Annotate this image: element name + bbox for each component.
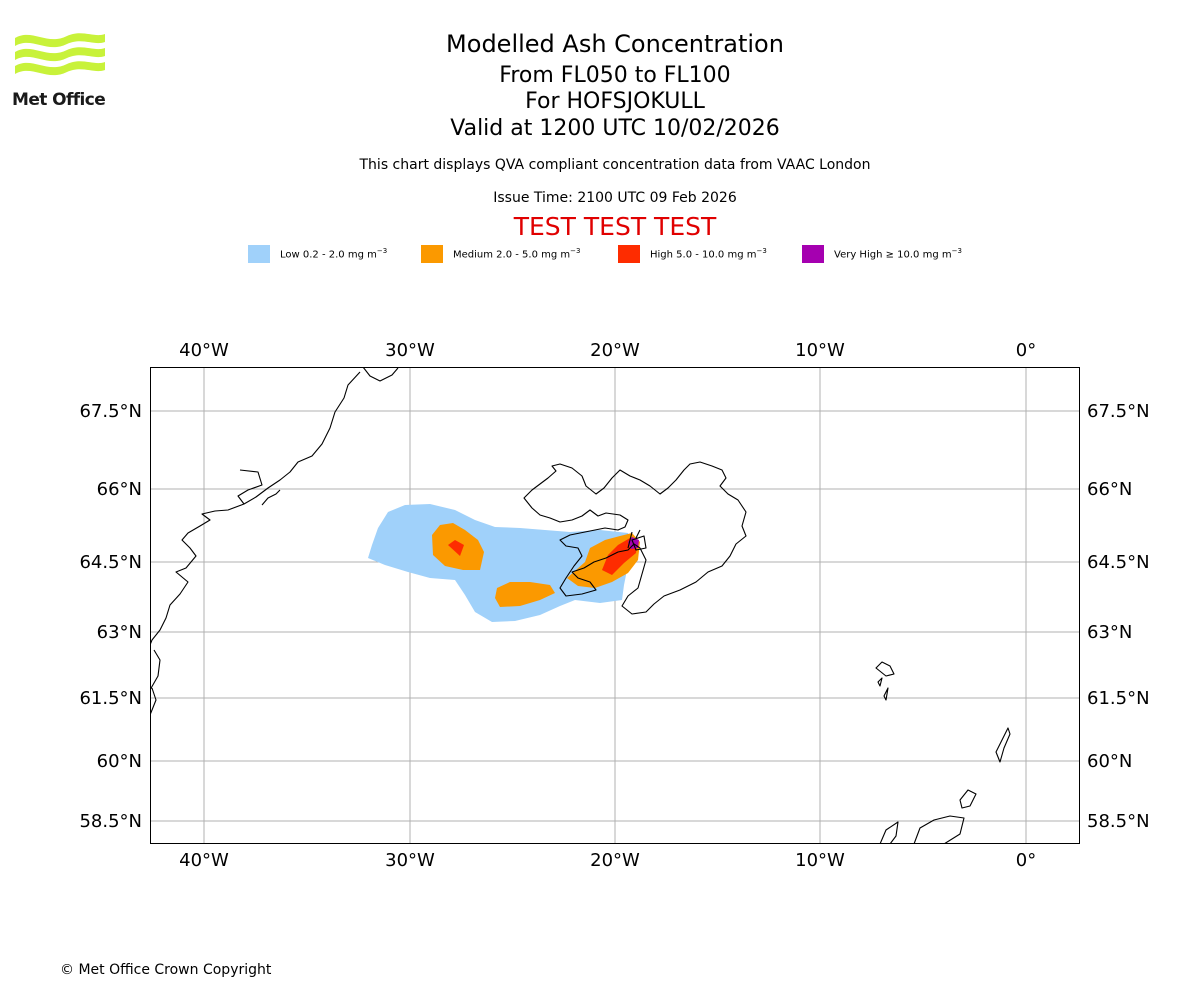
volcano-name: For HOFSJOKULL <box>525 89 705 114</box>
lat-label-right: 63°N <box>1087 622 1132 643</box>
legend-label-high: High 5.0 - 10.0 mg m <box>650 249 757 261</box>
orkney-islands <box>959 789 977 809</box>
ash-area-medium-south <box>495 582 555 607</box>
legend-swatch-high <box>618 245 640 263</box>
lat-label-right: 67.5°N <box>1087 401 1150 422</box>
legend-item-medium: Medium 2.0 - 5.0 mg m−3 <box>421 244 580 264</box>
met-office-waves-icon <box>15 33 105 76</box>
lat-label-left: 66°N <box>97 479 142 500</box>
valid-time: Valid at 1200 UTC 10/02/2026 <box>450 116 780 141</box>
lon-label-bottom: 40°W <box>179 850 229 871</box>
legend-item-very-high: Very High ≥ 10.0 mg m−3 <box>802 244 962 264</box>
lat-label-left: 58.5°N <box>79 811 142 832</box>
lon-label-bottom: 20°W <box>590 850 640 871</box>
lon-label-top: 30°W <box>385 340 435 361</box>
lon-label-bottom: 10°W <box>795 850 845 871</box>
lon-label-bottom: 0° <box>1016 850 1036 871</box>
lat-label-left: 60°N <box>97 751 142 772</box>
legend-exponent: −3 <box>376 247 388 256</box>
faroe-islands <box>875 661 895 701</box>
legend-exponent: −3 <box>570 247 581 256</box>
lat-label-left: 67.5°N <box>79 401 142 422</box>
chart-description: This chart displays QVA compliant concen… <box>359 157 871 173</box>
legend-item-low: Low 0.2 - 2.0 mg m−3 <box>248 244 387 264</box>
legend-label-medium: Medium 2.0 - 5.0 mg m <box>453 249 571 261</box>
lat-label-right: 64.5°N <box>1087 552 1150 573</box>
copyright-notice: © Met Office Crown Copyright <box>60 962 272 978</box>
legend-item-high: High 5.0 - 10.0 mg m−3 <box>618 244 767 264</box>
lat-label-left: 63°N <box>97 622 142 643</box>
legend-exponent: −3 <box>756 247 767 256</box>
greenland-inlet <box>237 469 281 506</box>
lat-label-right: 66°N <box>1087 479 1132 500</box>
chart-title: Modelled Ash Concentration <box>446 30 784 58</box>
lat-label-right: 60°N <box>1087 751 1132 772</box>
legend-swatch-medium <box>421 245 443 263</box>
legend-swatch-very-high <box>802 245 824 263</box>
met-office-logo: Met Office <box>12 28 112 112</box>
graticule <box>150 367 1080 844</box>
scotland-coast <box>879 815 965 844</box>
lon-label-top: 0° <box>1016 340 1036 361</box>
lon-label-top: 20°W <box>590 340 640 361</box>
volcano-marker <box>627 529 647 551</box>
test-banner: TEST TEST TEST <box>513 212 717 241</box>
coastlines <box>150 367 1011 844</box>
lat-label-left: 64.5°N <box>79 552 142 573</box>
logo-text: Met Office <box>12 90 106 110</box>
concentration-legend: Low 0.2 - 2.0 mg m−3 Medium 2.0 - 5.0 mg… <box>0 244 1200 264</box>
flight-level-range: From FL050 to FL100 <box>499 63 731 88</box>
ash-area-high-east <box>602 538 638 575</box>
legend-swatch-low <box>248 245 270 263</box>
issue-time: Issue Time: 2100 UTC 09 Feb 2026 <box>493 190 737 206</box>
lat-label-left: 61.5°N <box>79 688 142 709</box>
legend-label-low: Low 0.2 - 2.0 mg m <box>280 249 377 261</box>
lat-label-right: 58.5°N <box>1087 811 1150 832</box>
map-frame <box>150 367 1080 844</box>
lat-label-right: 61.5°N <box>1087 688 1150 709</box>
lon-label-top: 10°W <box>795 340 845 361</box>
lon-label-top: 40°W <box>179 340 229 361</box>
shetland-islands <box>995 727 1011 763</box>
greenland-coast <box>150 367 399 716</box>
legend-label-very-high: Very High ≥ 10.0 mg m <box>834 249 952 261</box>
ash-area-high-west <box>448 540 464 556</box>
iceland-coast <box>523 461 747 615</box>
legend-exponent: −3 <box>951 247 962 256</box>
lon-label-bottom: 30°W <box>385 850 435 871</box>
